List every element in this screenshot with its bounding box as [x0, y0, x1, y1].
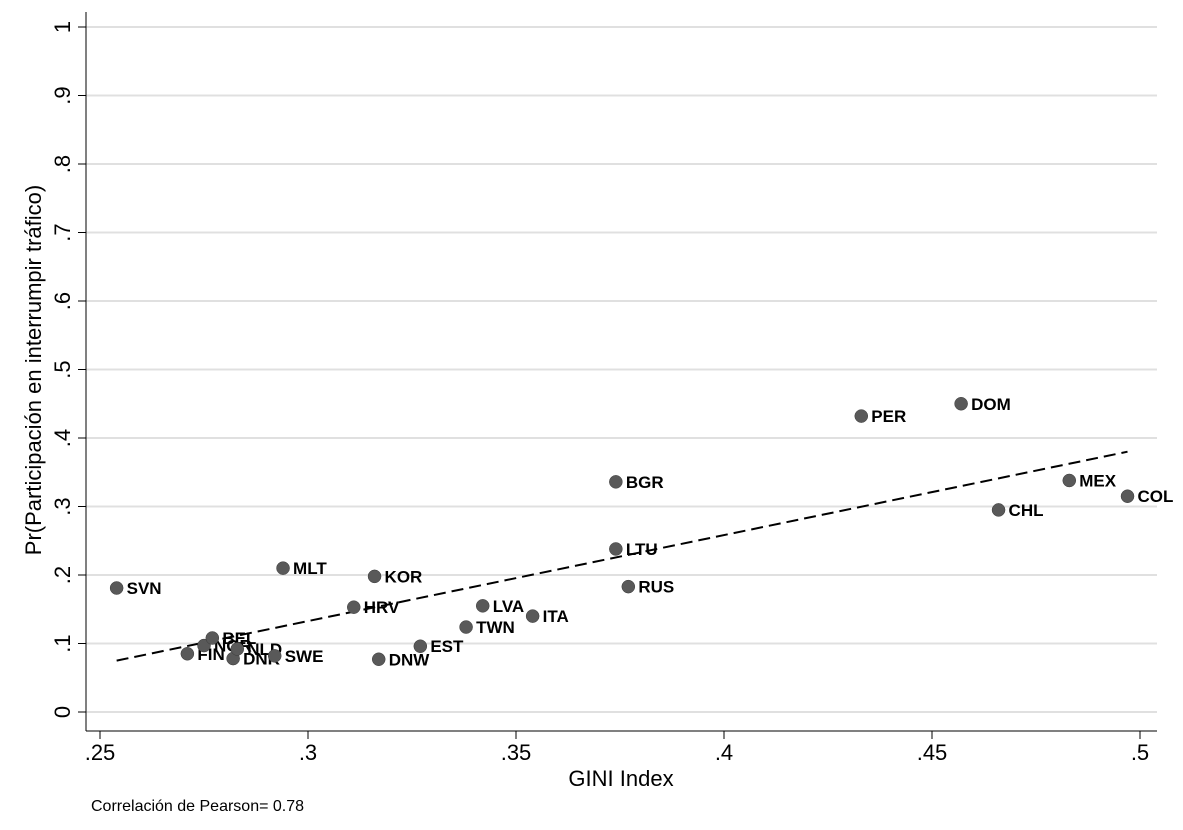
point-label-per: PER	[871, 407, 906, 426]
y-tick-label: .8	[50, 155, 75, 173]
point-label-ltu: LTU	[626, 540, 658, 559]
data-point-hrv	[347, 600, 361, 614]
point-label-swe: SWE	[285, 647, 324, 666]
point-label-ita: ITA	[543, 607, 569, 626]
data-point-dnw	[371, 652, 386, 667]
data-point-est	[413, 639, 428, 653]
data-point-swe	[267, 649, 282, 663]
y-axis-ticks: 0 .1 .2 .3 .4 .5 .6 .7 .8 .9 1	[50, 21, 86, 718]
y-tick-label: .6	[50, 292, 75, 310]
data-point-chl	[991, 503, 1006, 517]
y-tick-label: 0	[50, 706, 75, 718]
point-label-dom: DOM	[971, 395, 1011, 414]
data-points: SVNFINNORBELDNKNLDSWEMLTHRVKORDNWESTTWNL…	[109, 395, 1174, 669]
y-tick-label: .3	[50, 497, 75, 515]
data-point-ltu	[609, 542, 623, 556]
data-point-ita	[525, 609, 540, 623]
data-point-col	[1120, 489, 1135, 503]
point-label-mex: MEX	[1079, 471, 1117, 490]
point-label-rus: RUS	[638, 578, 674, 597]
data-point-mlt	[276, 561, 290, 575]
x-tick-label: .4	[715, 740, 733, 765]
point-label-col: COL	[1138, 487, 1174, 506]
point-label-bgr: BGR	[626, 473, 664, 492]
point-label-bel: BEL	[222, 629, 256, 648]
x-tick-label: .25	[85, 740, 116, 765]
point-label-svn: SVN	[127, 579, 162, 598]
y-tick-label: .9	[50, 86, 75, 104]
point-label-est: EST	[430, 637, 464, 656]
point-label-hrv: HRV	[364, 598, 400, 617]
y-tick-label: 1	[50, 21, 75, 33]
data-point-mex	[1062, 473, 1077, 488]
data-point-lva	[475, 599, 490, 613]
pearson-correlation-note: Correlación de Pearson= 0.78	[91, 798, 305, 815]
y-tick-label: .5	[50, 360, 75, 378]
data-point-twn	[459, 620, 473, 634]
point-label-kor: KOR	[385, 567, 423, 586]
data-point-dom	[954, 397, 968, 411]
data-point-fin	[180, 647, 195, 661]
point-label-mlt: MLT	[293, 559, 327, 578]
point-label-dnw: DNW	[389, 650, 431, 669]
data-point-kor	[367, 569, 382, 584]
point-label-lva: LVA	[493, 597, 524, 616]
y-tick-label: .4	[50, 429, 75, 447]
y-tick-label: .7	[50, 223, 75, 241]
y-axis-title: Pr(Participación en interrumpir tráfico)	[21, 185, 46, 555]
fit-line	[116, 450, 1128, 662]
y-tick-label: .2	[50, 566, 75, 584]
data-point-bel	[205, 631, 220, 645]
gridlines	[86, 26, 1157, 713]
x-axis-ticks: .25 .3 .35 .4 .45 .5	[85, 731, 1149, 765]
x-axis-title: GINI Index	[568, 766, 673, 791]
x-tick-label: .35	[501, 740, 532, 765]
x-tick-label: .5	[1131, 740, 1149, 765]
data-point-bgr	[609, 475, 623, 489]
data-point-nld	[230, 642, 245, 656]
x-tick-label: .3	[299, 740, 317, 765]
data-point-per	[854, 409, 869, 423]
data-point-rus	[621, 579, 636, 594]
y-tick-label: .1	[50, 634, 75, 652]
data-point-svn	[109, 581, 124, 595]
point-label-chl: CHL	[1009, 501, 1044, 520]
x-tick-label: .45	[917, 740, 948, 765]
point-label-twn: TWN	[476, 618, 515, 637]
